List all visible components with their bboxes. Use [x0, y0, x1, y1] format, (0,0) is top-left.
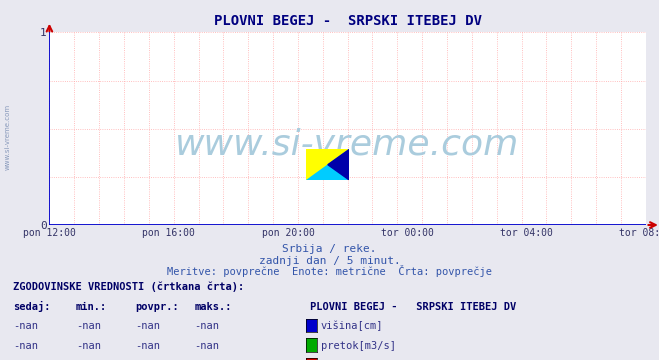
Text: PLOVNI BEGEJ -   SRPSKI ITEBEJ DV: PLOVNI BEGEJ - SRPSKI ITEBEJ DV [310, 302, 516, 312]
Text: maks.:: maks.: [194, 302, 232, 312]
Text: Meritve: povprečne  Enote: metrične  Črta: povprečje: Meritve: povprečne Enote: metrične Črta:… [167, 265, 492, 277]
Text: -nan: -nan [76, 341, 101, 351]
Text: povpr.:: povpr.: [135, 302, 179, 312]
Text: višina[cm]: višina[cm] [321, 321, 384, 332]
Text: www.si-vreme.com: www.si-vreme.com [175, 127, 520, 161]
Text: ZGODOVINSKE VREDNOSTI (črtkana črta):: ZGODOVINSKE VREDNOSTI (črtkana črta): [13, 281, 244, 292]
Title: PLOVNI BEGEJ -  SRPSKI ITEBEJ DV: PLOVNI BEGEJ - SRPSKI ITEBEJ DV [214, 14, 482, 28]
Text: zadnji dan / 5 minut.: zadnji dan / 5 minut. [258, 256, 401, 266]
Text: -nan: -nan [13, 321, 38, 332]
Text: Srbija / reke.: Srbija / reke. [282, 244, 377, 254]
Text: sedaj:: sedaj: [13, 301, 51, 312]
Text: -nan: -nan [135, 341, 160, 351]
Text: www.si-vreme.com: www.si-vreme.com [5, 104, 11, 170]
Text: min.:: min.: [76, 302, 107, 312]
Text: pretok[m3/s]: pretok[m3/s] [321, 341, 396, 351]
Text: -nan: -nan [76, 321, 101, 332]
Polygon shape [328, 149, 349, 180]
Polygon shape [306, 149, 349, 180]
Text: -nan: -nan [13, 341, 38, 351]
Text: -nan: -nan [194, 321, 219, 332]
Polygon shape [306, 149, 349, 180]
Text: -nan: -nan [194, 341, 219, 351]
Text: -nan: -nan [135, 321, 160, 332]
